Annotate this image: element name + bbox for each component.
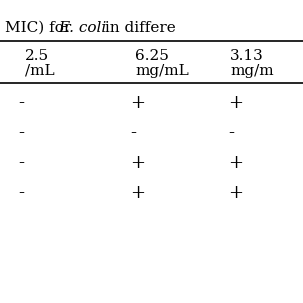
- Text: in differe: in differe: [100, 21, 176, 35]
- Text: 2.5: 2.5: [25, 49, 49, 63]
- Text: +: +: [130, 184, 145, 202]
- Text: 3.13: 3.13: [230, 49, 264, 63]
- Text: +: +: [228, 154, 243, 172]
- Text: -: -: [130, 124, 136, 142]
- Text: +: +: [228, 184, 243, 202]
- Text: -: -: [18, 184, 24, 202]
- Text: MIC) for: MIC) for: [5, 21, 76, 35]
- Text: -: -: [228, 124, 234, 142]
- Text: 6.25: 6.25: [135, 49, 169, 63]
- Text: E. coli: E. coli: [58, 21, 106, 35]
- Text: mg/m: mg/m: [230, 64, 274, 78]
- Text: -: -: [18, 124, 24, 142]
- Text: /mL: /mL: [25, 64, 55, 78]
- Text: -: -: [18, 154, 24, 172]
- Text: mg/mL: mg/mL: [135, 64, 189, 78]
- Text: +: +: [228, 94, 243, 112]
- Text: -: -: [18, 94, 24, 112]
- Text: +: +: [130, 154, 145, 172]
- Text: +: +: [130, 94, 145, 112]
